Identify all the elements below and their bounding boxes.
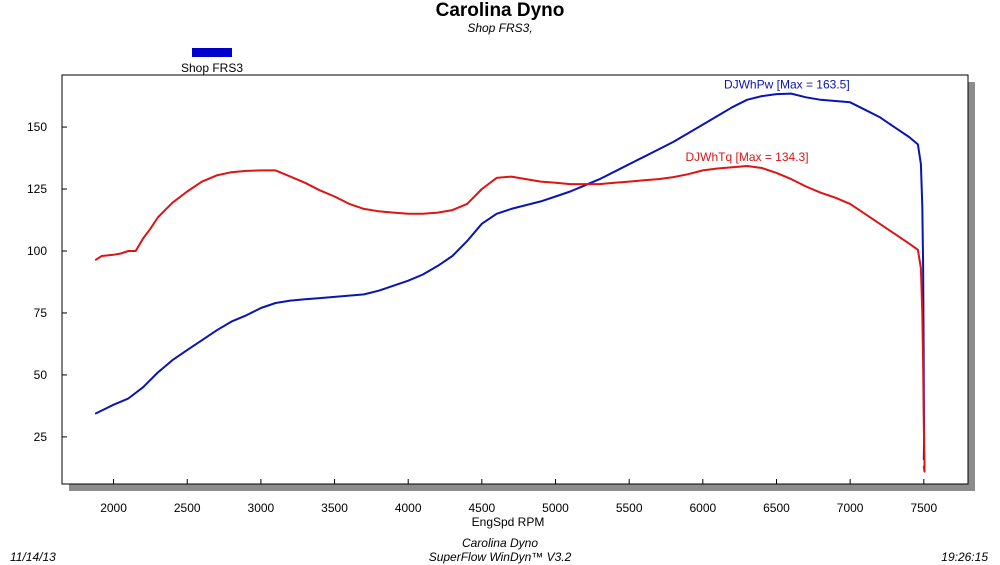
- y-tick-label: 150: [27, 120, 47, 134]
- x-tick-label: 4500: [469, 501, 496, 515]
- x-tick-label: 3000: [248, 501, 275, 515]
- series-layer: [94, 92, 926, 473]
- x-tick-label: 2000: [100, 501, 127, 515]
- footer-company: Carolina Dyno: [461, 536, 539, 550]
- x-tick-label: 6000: [689, 501, 716, 515]
- x-tick-label: 7000: [837, 501, 864, 515]
- y-axis: 25 50 75 100 125 150: [27, 120, 67, 444]
- plot-area: [61, 74, 969, 485]
- legend-label-shop-frs3: Shop FRS3: [181, 61, 243, 75]
- chart-title: Carolina Dyno: [435, 0, 565, 21]
- footer-date: 11/14/13: [10, 550, 56, 564]
- footer-time: 19:26:15: [941, 550, 988, 564]
- x-tick-label: 5500: [616, 501, 643, 515]
- x-tick-label: 4000: [395, 501, 422, 515]
- annotation-djwhtq: DJWhTq [Max = 134.3]: [686, 150, 809, 164]
- x-axis-label: EngSpd RPM: [472, 515, 545, 529]
- x-axis: 2000 2500 3000 3500 4000 4500 5000 5500 6000 6500…: [100, 479, 937, 515]
- y-tick-label: 100: [27, 244, 47, 258]
- y-tick-label: 50: [34, 368, 48, 382]
- x-tick-label: 7500: [910, 501, 937, 515]
- footer-software: SuperFlow WinDyn™ V3.2: [428, 550, 572, 564]
- annotations: DJWhPw [Max = 163.5] DJWhTq [Max = 134.3]: [686, 78, 850, 164]
- x-tick-label: 3500: [321, 501, 348, 515]
- legend: Shop FRS3: [181, 48, 243, 75]
- annotation-djwhpw: DJWhPw [Max = 163.5]: [724, 78, 850, 92]
- series-line-djwhpw: [94, 92, 926, 461]
- x-tick-label: 5000: [542, 501, 569, 515]
- chart-subtitle: Shop FRS3,: [467, 21, 533, 35]
- y-tick-label: 75: [34, 306, 48, 320]
- legend-swatch-shop-frs3: [192, 48, 232, 57]
- y-tick-label: 25: [34, 430, 48, 444]
- series-line-djwhtq: [94, 165, 926, 473]
- x-tick-label: 6500: [763, 501, 790, 515]
- x-tick-label: 2500: [174, 501, 201, 515]
- y-tick-label: 125: [27, 182, 47, 196]
